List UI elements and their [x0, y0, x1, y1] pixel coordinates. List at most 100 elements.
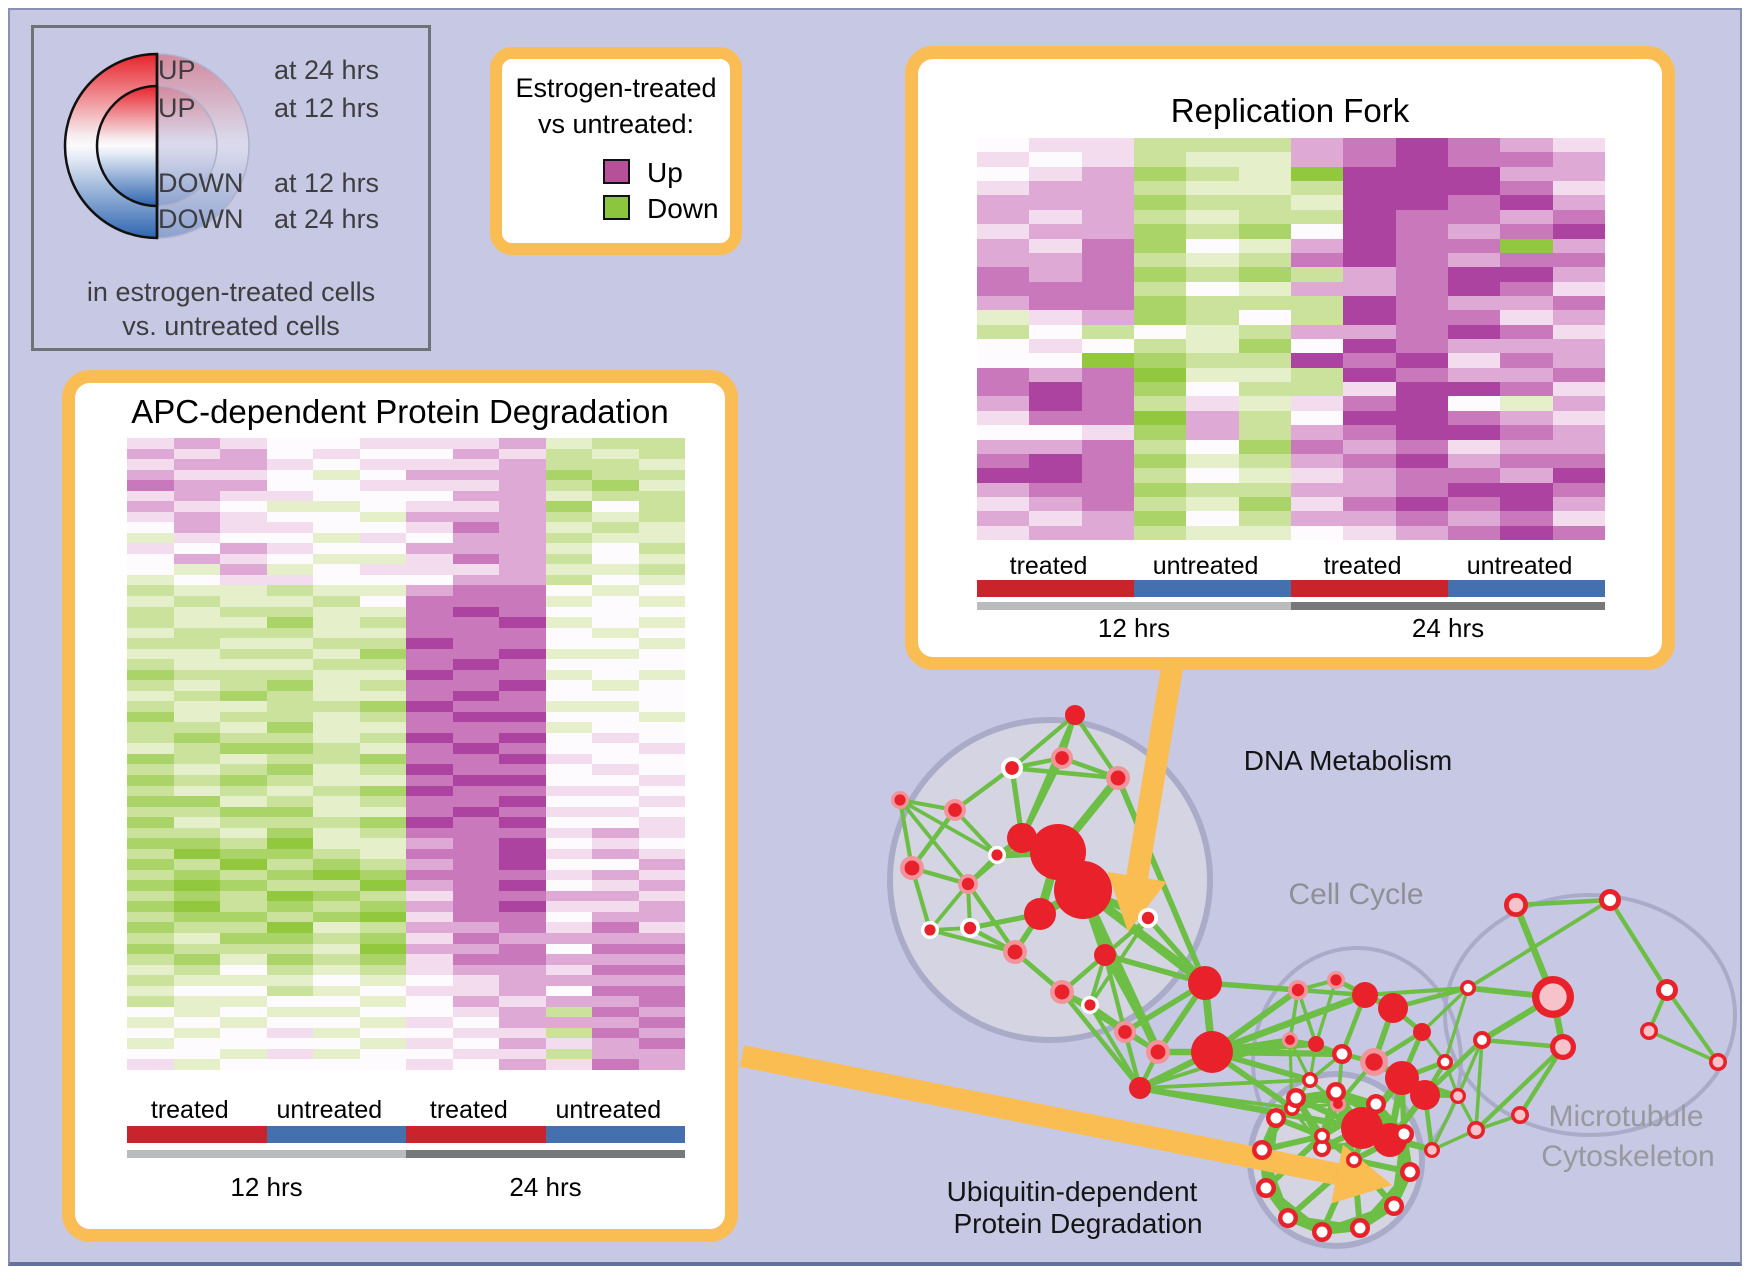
heatmap-row [127, 1027, 685, 1039]
heatmap-row [977, 252, 1605, 268]
heatmap-row [127, 1038, 685, 1049]
heatmap-row [127, 753, 685, 765]
apc-title: APC-dependent Protein Degradation [131, 393, 669, 430]
condition-bar [266, 1126, 406, 1143]
replication-fork-panel: Replication Fork treated untreated treat… [905, 46, 1675, 670]
estrogen-legend-title-line2: vs untreated: [537, 109, 695, 139]
cluster-label-cell-cycle: Cell Cycle [1288, 878, 1424, 911]
legend-time-12b: at 12 hrs [274, 168, 380, 198]
heatmap-row [977, 353, 1605, 368]
condition-bar [1291, 580, 1448, 597]
estrogen-item-label: Up [647, 157, 683, 188]
heatmap-row [127, 954, 685, 965]
heatmap-row [127, 911, 685, 923]
heatmap-row [127, 975, 685, 986]
replication-condition-bars [977, 580, 1605, 597]
heatmap-row [127, 996, 685, 1007]
legend-dir-up24: UP [158, 55, 196, 85]
heatmap-row [127, 701, 685, 712]
heatmap-row [127, 522, 685, 533]
heatmap-row [977, 367, 1605, 383]
heatmap-row [127, 680, 685, 691]
heatmap-row [977, 382, 1605, 397]
heatmap-row [127, 438, 685, 449]
heatmap-row [977, 166, 1605, 182]
time-bar [1291, 602, 1605, 610]
estrogen-item-label: Down [647, 193, 719, 224]
heatmap-row [977, 138, 1605, 153]
condition-bar [406, 1126, 546, 1143]
heatmap-row [977, 281, 1605, 296]
heatmap-row [127, 669, 685, 681]
apc-condition-bars [127, 1126, 685, 1143]
heatmap-row [127, 1006, 685, 1018]
condition-bar [1134, 580, 1291, 597]
down-color-swatch-icon [603, 195, 630, 220]
heatmap-row [127, 511, 685, 523]
heatmap-row [127, 585, 685, 596]
heatmap-row [127, 817, 685, 828]
heatmap-row [977, 224, 1605, 239]
condition-bar [545, 1126, 685, 1143]
group-label-treated-12: treated [150, 1096, 229, 1124]
group-label-untreated-24: untreated [1466, 552, 1573, 580]
apc-heatmap [127, 438, 685, 1070]
heatmap-row [127, 1059, 685, 1070]
legend-time-24: at 24 hrs [274, 55, 380, 85]
heatmap-row [977, 339, 1605, 354]
group-label-untreated-12: untreated [1152, 552, 1259, 580]
up-color-swatch-icon [603, 159, 630, 184]
replication-fork-title: Replication Fork [1170, 92, 1410, 129]
heatmap-row [127, 532, 685, 544]
cluster-label-ubiquitin-line2: Protein Degradation [953, 1208, 1203, 1239]
heatmap-row [977, 181, 1605, 196]
heatmap-row [127, 1048, 685, 1060]
cluster-label-ubiquitin-line1: Ubiquitin-dependent [946, 1176, 1198, 1207]
time-bar [977, 602, 1291, 610]
estrogen-legend-box: Estrogen-treated vs untreated: Up Down [490, 47, 742, 255]
condition-bar [1448, 580, 1605, 597]
heatmap-row [127, 796, 685, 807]
heatmap-row [127, 543, 685, 554]
replication-fork-heatmap [977, 138, 1605, 541]
heatmap-row [977, 453, 1605, 469]
heatmap-row [127, 985, 685, 997]
group-label-treated-24: treated [1323, 552, 1402, 580]
heatmap-row [127, 943, 685, 955]
apc-time-bars [127, 1150, 685, 1158]
heatmap-row [127, 606, 685, 618]
heatmap-row [127, 690, 685, 702]
time-bar [127, 1150, 406, 1158]
cluster-label-microtubule-line2: Cytoskeleton [1541, 1140, 1715, 1173]
heatmap-row [977, 267, 1605, 282]
estrogen-legend-items: Up Down [502, 155, 730, 227]
heatmap-row [127, 480, 685, 491]
legend-footer-line1: in estrogen-treated cells [86, 277, 376, 307]
group-label-treated-24: treated [429, 1096, 508, 1124]
heatmap-row [127, 838, 685, 849]
heatmap-row [977, 525, 1605, 541]
estrogen-legend-title-line1: Estrogen-treated [515, 73, 717, 103]
cluster-label-dna-metabolism: DNA Metabolism [1243, 745, 1453, 776]
replication-group-labels: treated untreated treated untreated [977, 552, 1605, 580]
apc-group-labels: treated untreated treated untreated [127, 1096, 685, 1124]
heatmap-row [127, 617, 685, 628]
estrogen-legend-item: Up [502, 155, 730, 191]
legend-time-12: at 12 hrs [274, 93, 380, 123]
heatmap-row [127, 743, 685, 754]
solid-left-half [63, 52, 159, 240]
heatmap-row [127, 869, 685, 881]
group-label-untreated-24: untreated [555, 1096, 662, 1124]
heatmap-row [127, 490, 685, 502]
heatmap-row [127, 922, 685, 933]
heatmap-row [977, 425, 1605, 440]
legend-footer-line2: vs. untreated cells [122, 311, 340, 341]
updown-legend-box: UP at 24 hrs UP at 12 hrs DOWN at 12 hrs… [31, 25, 431, 351]
replication-24hrs-label: 24 hrs [1411, 613, 1485, 643]
estrogen-legend-item: Down [502, 191, 730, 227]
heatmap-row [127, 732, 685, 744]
replication-time-bars [977, 602, 1605, 610]
heatmap-row [127, 901, 685, 912]
heatmap-row [127, 574, 685, 586]
